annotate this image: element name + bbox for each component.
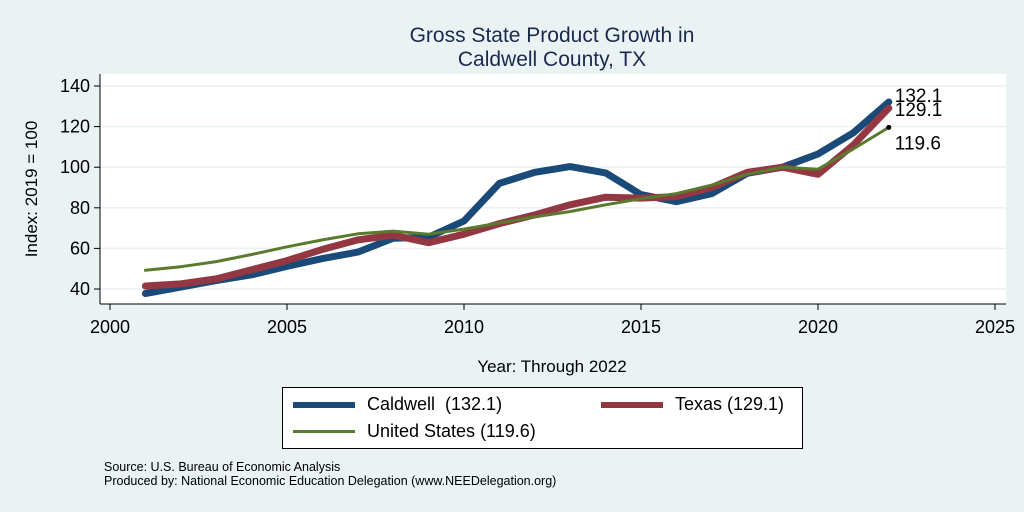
legend-item-united-states: United States (119.6): [293, 421, 536, 442]
legend-item-caldwell: Caldwell (132.1): [293, 394, 502, 415]
x-axis-label: Year: Through 2022: [477, 357, 626, 376]
x-tick-label: 2005: [267, 317, 307, 337]
y-tick-label: 140: [60, 76, 90, 96]
legend: Caldwell (132.1) Texas (129.1) United St…: [282, 387, 803, 449]
source-note: Source: U.S. Bureau of Economic Analysis: [104, 460, 341, 474]
x-tick-label: 2025: [975, 317, 1015, 337]
end-point-texas: [886, 105, 892, 111]
y-tick-label: 100: [60, 157, 90, 177]
x-tick-label: 2015: [621, 317, 661, 337]
end-label-united-states: 119.6: [895, 133, 941, 154]
y-tick-label: 120: [60, 117, 90, 137]
series-lines: [141, 98, 893, 297]
produced-by-note: Produced by: National Economic Education…: [104, 474, 557, 488]
y-tick-label: 60: [70, 238, 90, 258]
y-tick-label: 80: [70, 198, 90, 218]
end-label-caldwell: 132.1: [895, 86, 943, 107]
x-tick-label: 2020: [798, 317, 838, 337]
end-point-caldwell: [886, 99, 892, 105]
legend-swatch-texas: [601, 401, 663, 408]
legend-label-caldwell: Caldwell (132.1): [367, 394, 503, 414]
y-axis-ticks: 40 60 80 100 120 140: [60, 76, 100, 299]
series-line-united-states: [143, 125, 891, 272]
legend-label-texas: Texas (129.1): [675, 394, 785, 414]
chart-title-line-2: Caldwell County, TX: [458, 48, 646, 71]
x-tick-label: 2010: [444, 317, 484, 337]
end-point-united-states: [886, 124, 892, 130]
legend-item-texas: Texas (129.1): [601, 394, 784, 415]
y-tick-label: 40: [70, 279, 90, 299]
plot-area: [100, 74, 1006, 304]
legend-swatch-caldwell: [293, 401, 355, 408]
chart-title-line-1: Gross State Product Growth in: [410, 24, 695, 47]
end-label-texas: 129.1: [895, 100, 943, 121]
legend-label-united-states: United States (119.6): [367, 421, 536, 441]
footer: Source: U.S. Bureau of Economic Analysis…: [104, 460, 556, 488]
y-axis-label: Index: 2019 = 100: [22, 121, 41, 258]
x-tick-label: 2000: [90, 317, 130, 337]
legend-swatch-united-states: [293, 430, 355, 433]
x-axis-ticks: 2000 2005 2010 2015 2020 2025: [90, 304, 1015, 337]
